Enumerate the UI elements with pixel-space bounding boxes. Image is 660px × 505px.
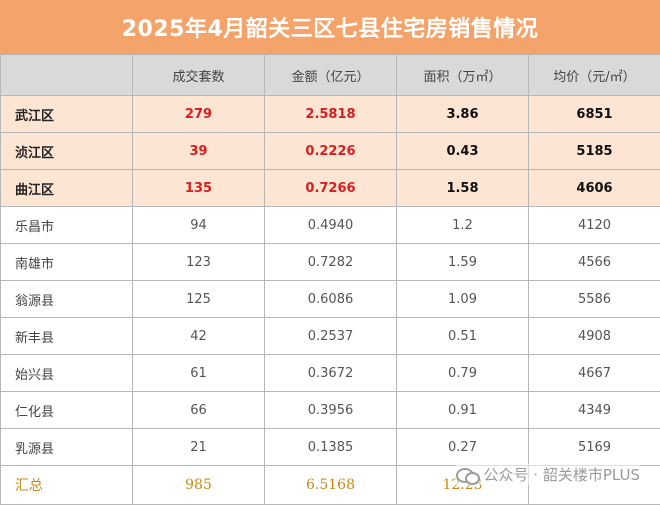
table-row: 新丰县 42 0.2537 0.51 4908 [1, 318, 660, 355]
units-cell: 66 [133, 392, 265, 429]
units-cell: 125 [133, 281, 265, 318]
table-row: 翁源县 125 0.6086 1.09 5586 [1, 281, 660, 318]
district-name: 乐昌市 [1, 207, 133, 244]
header-units: 成交套数 [133, 55, 265, 96]
units-cell: 279 [133, 96, 265, 133]
area-cell: 1.2 [397, 207, 529, 244]
area-cell: 1.58 [397, 170, 529, 207]
price-cell: 4566 [529, 244, 660, 281]
district-name: 仁化县 [1, 392, 133, 429]
watermark-text: 公众号 · 韶关楼市PLUS [484, 464, 640, 485]
price-cell: 4667 [529, 355, 660, 392]
units-cell: 21 [133, 429, 265, 466]
total-units: 985 [133, 466, 265, 505]
total-amount: 6.5168 [265, 466, 397, 505]
amount-cell: 0.6086 [265, 281, 397, 318]
area-cell: 0.79 [397, 355, 529, 392]
header-row: 成交套数 金额（亿元） 面积（万㎡） 均价（元/㎡） [1, 55, 660, 96]
district-name: 新丰县 [1, 318, 133, 355]
table-row: 乳源县 21 0.1385 0.27 5169 [1, 429, 660, 466]
sales-table: 成交套数 金额（亿元） 面积（万㎡） 均价（元/㎡） 武江区 279 2.581… [0, 54, 660, 505]
price-cell: 4120 [529, 207, 660, 244]
amount-cell: 0.1385 [265, 429, 397, 466]
watermark: 公众号 · 韶关楼市PLUS [456, 464, 640, 485]
area-cell: 0.91 [397, 392, 529, 429]
price-cell: 5586 [529, 281, 660, 318]
price-cell: 6851 [529, 96, 660, 133]
header-district [1, 55, 133, 96]
table-row: 南雄市 123 0.7282 1.59 4566 [1, 244, 660, 281]
units-cell: 123 [133, 244, 265, 281]
price-cell: 5169 [529, 429, 660, 466]
district-name: 武江区 [1, 96, 133, 133]
wechat-icon [456, 466, 478, 484]
units-cell: 39 [133, 133, 265, 170]
amount-cell: 0.4940 [265, 207, 397, 244]
price-cell: 5185 [529, 133, 660, 170]
area-cell: 3.86 [397, 96, 529, 133]
area-cell: 1.59 [397, 244, 529, 281]
table-row: 浈江区 39 0.2226 0.43 5185 [1, 133, 660, 170]
area-cell: 1.09 [397, 281, 529, 318]
district-name: 南雄市 [1, 244, 133, 281]
price-cell: 4606 [529, 170, 660, 207]
district-name: 翁源县 [1, 281, 133, 318]
total-label: 汇总 [1, 466, 133, 505]
amount-cell: 0.3956 [265, 392, 397, 429]
area-cell: 0.51 [397, 318, 529, 355]
area-cell: 0.43 [397, 133, 529, 170]
units-cell: 135 [133, 170, 265, 207]
units-cell: 61 [133, 355, 265, 392]
amount-cell: 0.3672 [265, 355, 397, 392]
table-row: 乐昌市 94 0.4940 1.2 4120 [1, 207, 660, 244]
header-price: 均价（元/㎡） [529, 55, 660, 96]
amount-cell: 0.2226 [265, 133, 397, 170]
district-name: 浈江区 [1, 133, 133, 170]
price-cell: 4349 [529, 392, 660, 429]
table-row: 武江区 279 2.5818 3.86 6851 [1, 96, 660, 133]
district-name: 乳源县 [1, 429, 133, 466]
table-row: 仁化县 66 0.3956 0.91 4349 [1, 392, 660, 429]
table-row: 曲江区 135 0.7266 1.58 4606 [1, 170, 660, 207]
price-cell: 4908 [529, 318, 660, 355]
units-cell: 94 [133, 207, 265, 244]
amount-cell: 0.7282 [265, 244, 397, 281]
header-amount: 金额（亿元） [265, 55, 397, 96]
table-row: 始兴县 61 0.3672 0.79 4667 [1, 355, 660, 392]
amount-cell: 0.2537 [265, 318, 397, 355]
amount-cell: 0.7266 [265, 170, 397, 207]
district-name: 曲江区 [1, 170, 133, 207]
district-name: 始兴县 [1, 355, 133, 392]
header-area: 面积（万㎡） [397, 55, 529, 96]
amount-cell: 2.5818 [265, 96, 397, 133]
report-title: 2025年4月韶关三区七县住宅房销售情况 [0, 0, 660, 54]
units-cell: 42 [133, 318, 265, 355]
area-cell: 0.27 [397, 429, 529, 466]
